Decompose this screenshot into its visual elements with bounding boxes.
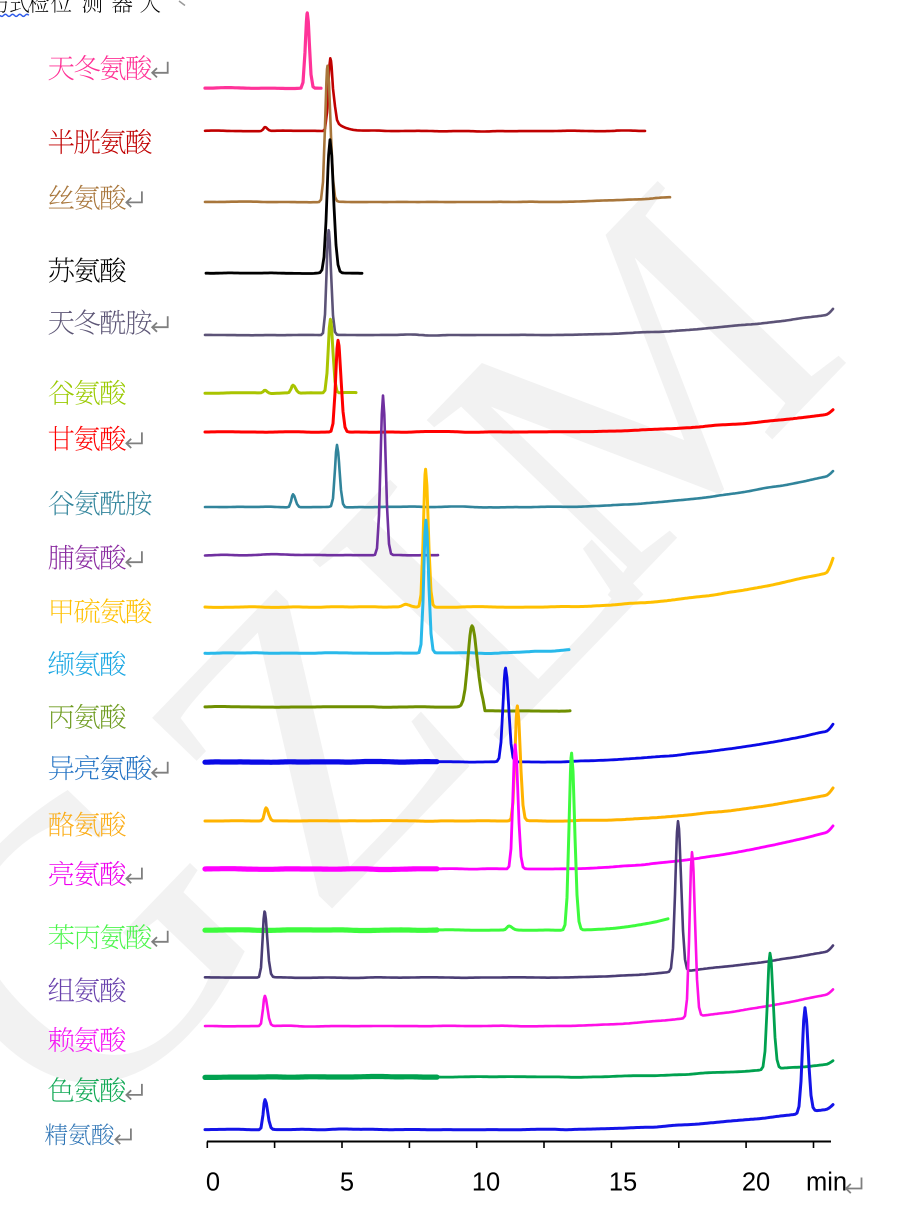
svg-text:20: 20: [742, 1169, 770, 1197]
svg-text:5: 5: [340, 1169, 354, 1197]
svg-text:0: 0: [206, 1169, 220, 1197]
svg-text:min: min: [806, 1169, 847, 1197]
svg-text:15: 15: [609, 1169, 637, 1197]
svg-text:10: 10: [472, 1169, 500, 1197]
